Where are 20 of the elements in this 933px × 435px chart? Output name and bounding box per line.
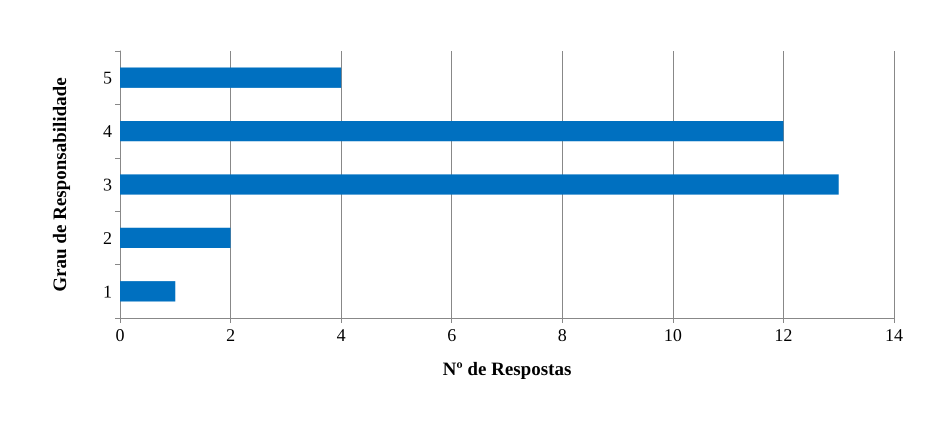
bar — [120, 281, 176, 302]
x-tick-label: 2 — [226, 325, 236, 345]
y-tick-label: 2 — [103, 228, 112, 248]
bar — [120, 174, 839, 195]
x-tick-label: 10 — [664, 325, 682, 345]
x-tick-label: 0 — [116, 325, 124, 345]
x-tick-label: 12 — [774, 325, 792, 345]
y-tick-label: 5 — [103, 68, 112, 88]
y-tick-label: 4 — [103, 121, 112, 142]
x-axis-title: Nº de Respostas — [442, 359, 572, 380]
y-axis-title: Grau de Responsabilidade — [50, 77, 71, 292]
y-tick-label: 3 — [103, 174, 112, 194]
bar — [120, 68, 342, 88]
x-tick-label: 4 — [336, 325, 346, 345]
bar — [120, 120, 784, 142]
bar — [120, 228, 231, 248]
x-tick-label: 14 — [885, 325, 903, 345]
x-tick-label: 6 — [447, 325, 456, 345]
x-tick-label: 8 — [558, 325, 567, 345]
y-tick-label: 1 — [103, 281, 112, 302]
